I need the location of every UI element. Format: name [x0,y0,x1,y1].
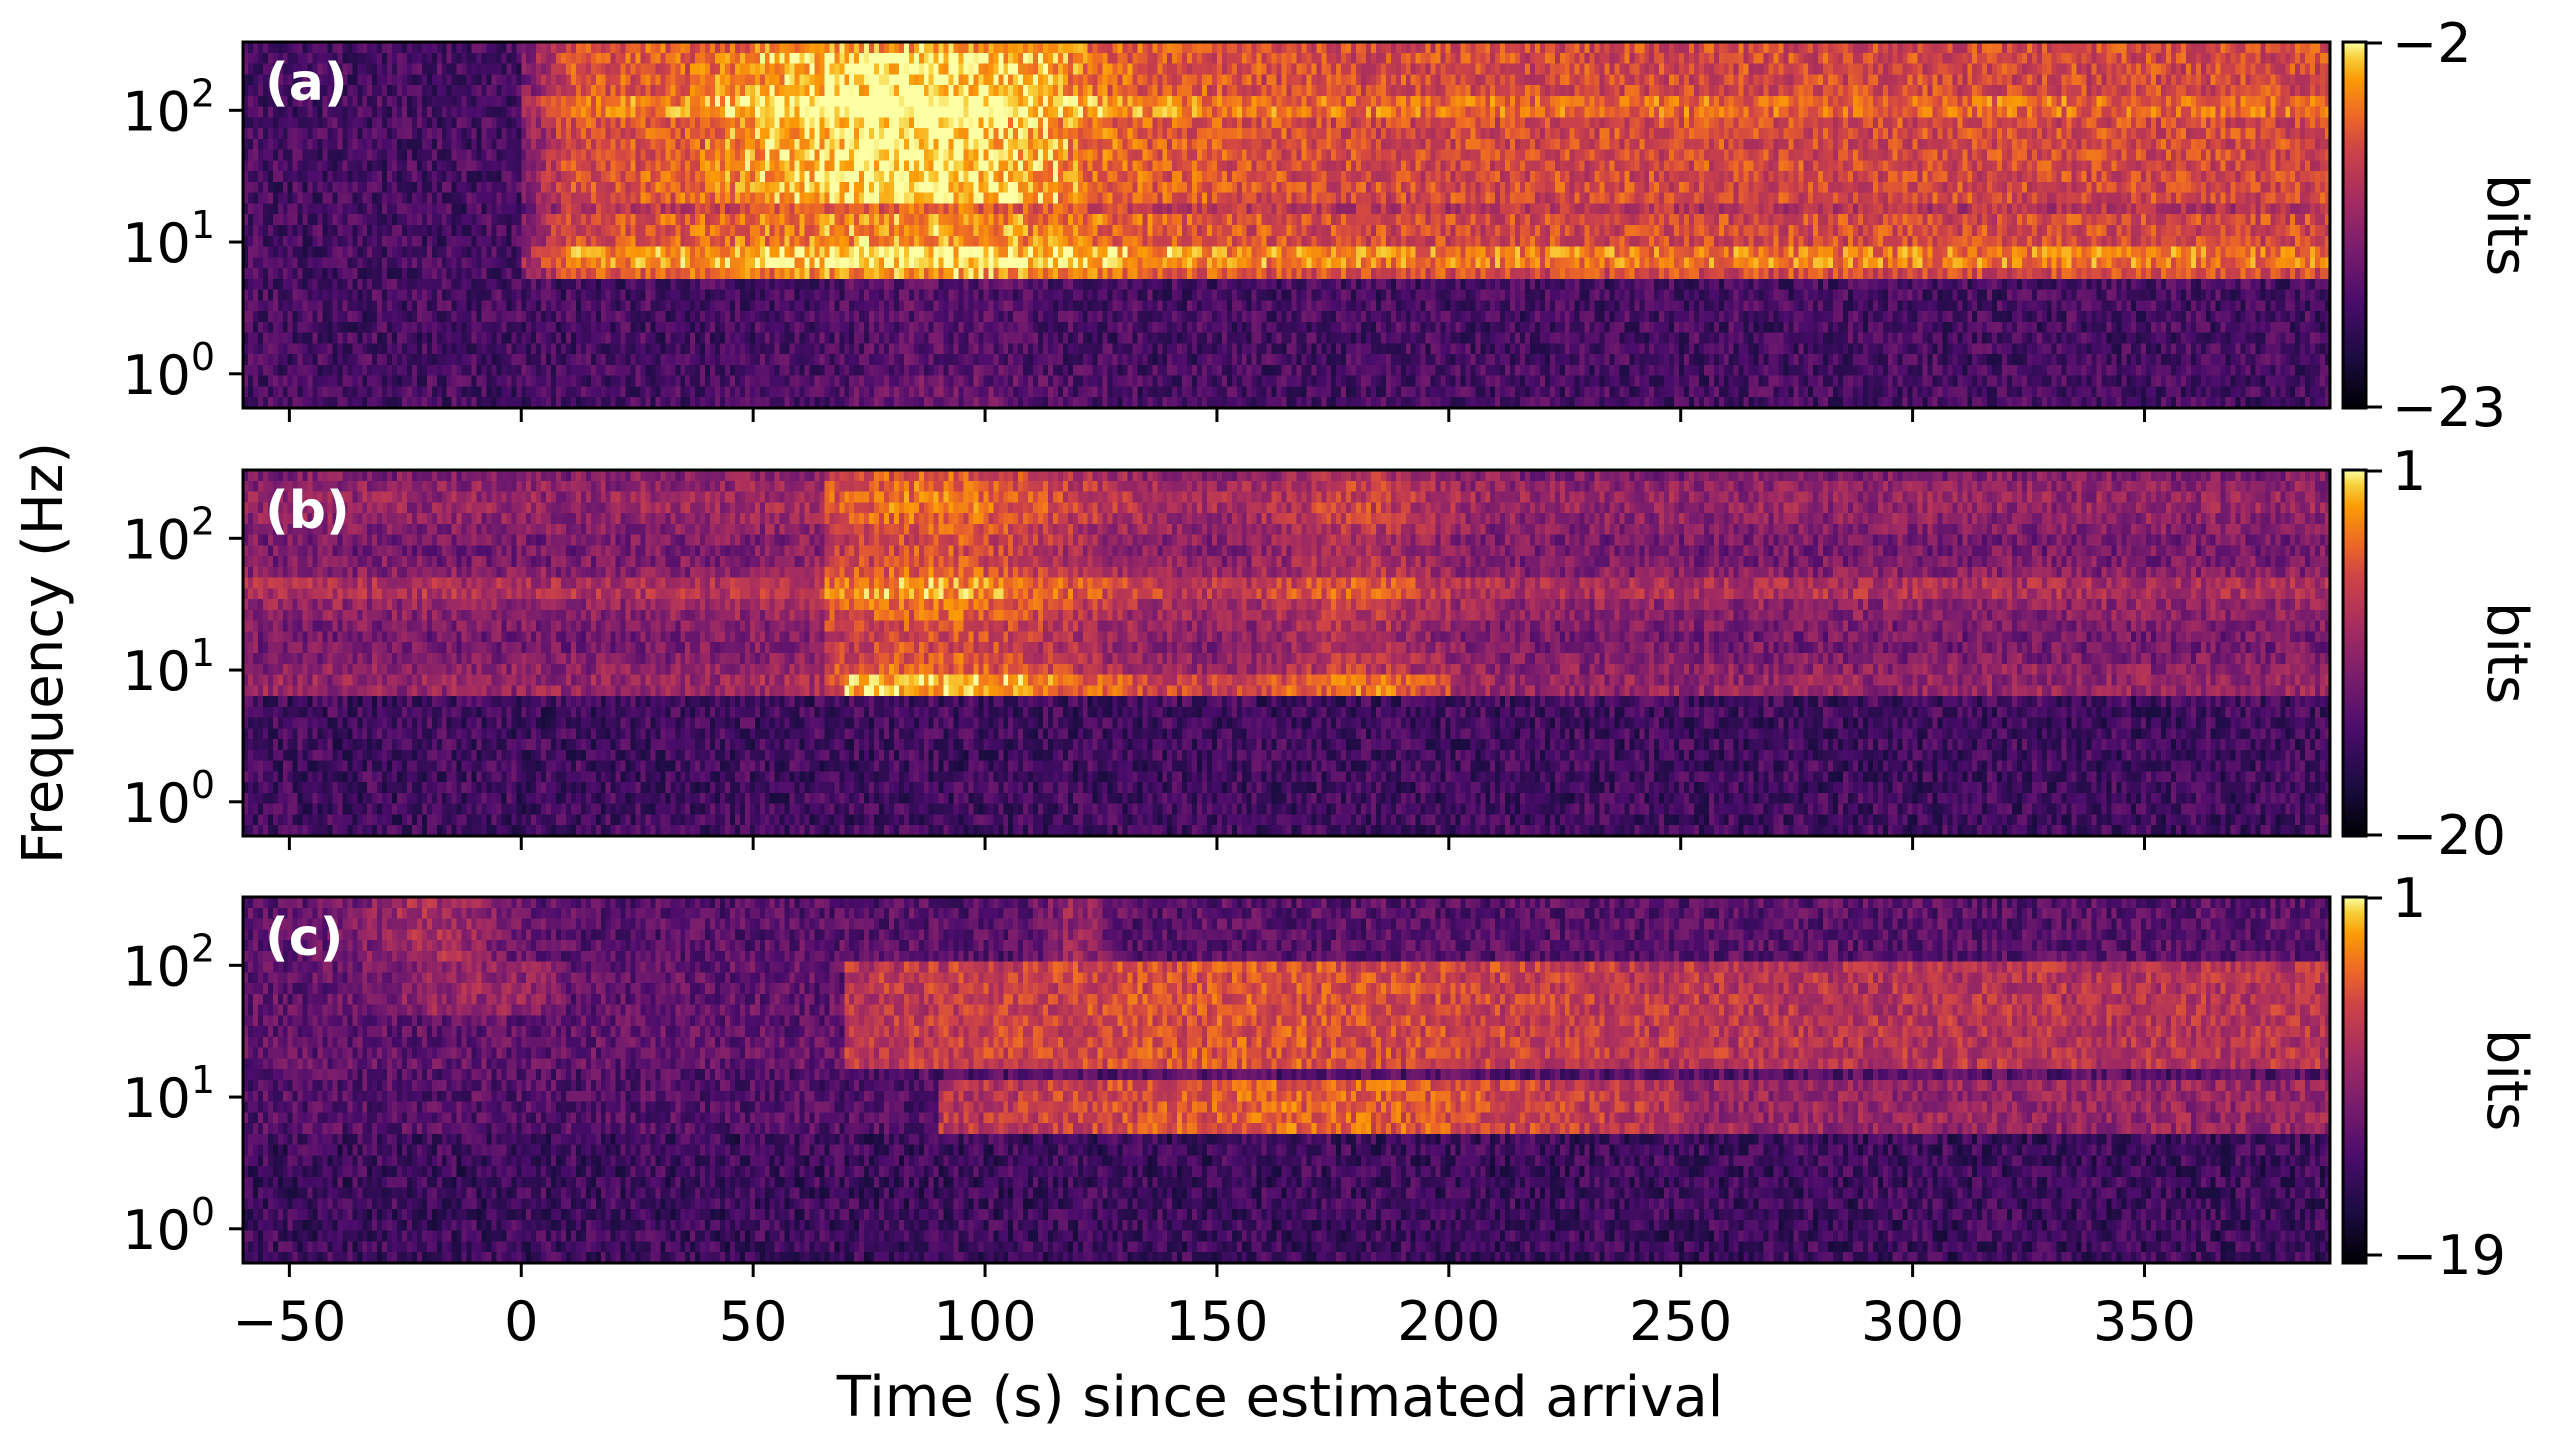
colorbar-max-label-c: 1 [2392,867,2426,930]
x-tick-labels: −50 0 50 100 150 200 250 300 350 [232,1290,2196,1353]
colorbar-frame-c [2341,895,2368,1265]
spectrogram-b [243,470,2330,836]
plot-frame-b [241,468,2332,838]
x-ticks-c [287,1263,2146,1277]
x-tick-label-0: −50 [232,1290,346,1353]
colorbar-frame-a [2341,40,2368,410]
spectrogram-a [243,42,2330,408]
x-ticks-a [287,408,2146,422]
panel-b: 100 101 102 (b) 1 −20 bits [122,440,2539,867]
colorbar-b [2343,470,2366,836]
panel-a: 100 101 102 (a) −2 −23 bits [122,12,2539,439]
y-tick-label-c-1: 101 [122,1058,215,1130]
x-tick-label-3: 100 [934,1290,1037,1353]
y-tick-label-b-1: 101 [122,631,215,703]
x-ticks-b [287,836,2146,850]
colorbar-max-label-a: −2 [2392,12,2472,75]
colorbar-min-label-c: −19 [2392,1224,2506,1287]
y-tick-label-c-0: 100 [122,1190,215,1262]
x-tick-label-6: 250 [1629,1290,1732,1353]
colorbar-c [2343,897,2366,1263]
y-ticks-c: 100 101 102 [122,926,243,1262]
spectrogram-c [243,897,2330,1263]
colorbar-min-label-b: −20 [2392,804,2506,867]
y-tick-label-a-1: 101 [122,203,215,275]
x-tick-label-2: 50 [719,1290,788,1353]
panel-label-c: (c) [265,908,343,968]
colorbar-max-label-b: 1 [2392,440,2426,503]
y-tick-label-a-2: 102 [122,71,215,143]
x-axis-label: Time (s) since estimated arrival [836,1365,1724,1430]
y-axis-label: Frequency (Hz) [11,442,76,864]
plot-frame-a [241,40,2332,410]
x-tick-label-7: 300 [1861,1290,1964,1353]
plot-frame-c [241,895,2332,1265]
colorbar-frame-b [2341,468,2368,838]
x-tick-label-1: 0 [504,1290,538,1353]
y-tick-label-c-2: 102 [122,926,215,998]
colorbar-label-a: bits [2474,174,2539,276]
panel-c: 100 101 102 (c) 1 −19 bits [122,867,2539,1287]
colorbar-a [2343,42,2366,408]
y-tick-label-b-2: 102 [122,499,215,571]
colorbar-label-c: bits [2474,1029,2539,1131]
x-tick-label-5: 200 [1397,1290,1500,1353]
x-tick-label-4: 150 [1165,1290,1268,1353]
panel-label-a: (a) [265,53,348,113]
y-ticks-b: 100 101 102 [122,499,243,835]
y-tick-label-b-0: 100 [122,763,215,835]
x-tick-label-8: 350 [2093,1290,2196,1353]
y-tick-label-a-0: 100 [122,335,215,407]
y-ticks-a: 100 101 102 [122,71,243,407]
colorbar-label-b: bits [2474,602,2539,704]
colorbar-min-label-a: −23 [2392,376,2506,439]
panel-label-b: (b) [265,481,350,541]
